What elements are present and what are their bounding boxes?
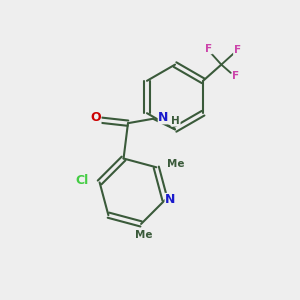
Text: Cl: Cl <box>75 174 88 187</box>
Text: F: F <box>205 44 212 54</box>
Text: Me: Me <box>167 159 185 169</box>
Text: Me: Me <box>135 230 153 240</box>
Text: N: N <box>158 111 169 124</box>
Text: F: F <box>234 46 241 56</box>
Text: N: N <box>165 194 176 206</box>
Text: O: O <box>90 111 101 124</box>
Text: H: H <box>171 116 180 126</box>
Text: F: F <box>232 71 240 81</box>
